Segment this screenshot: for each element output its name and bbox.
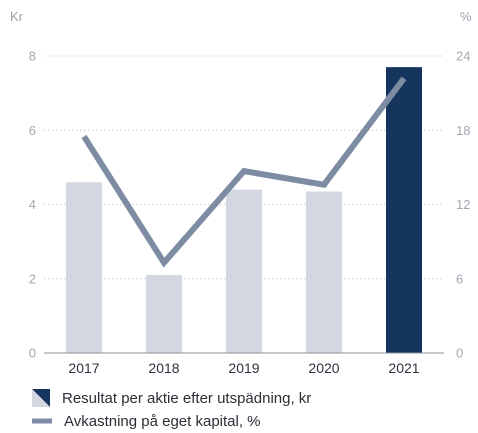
bar [66,182,102,353]
x-tick-label: 2021 [388,360,419,376]
right-axis-unit: % [460,9,472,24]
bar [226,189,262,353]
left-tick-label: 0 [29,346,36,361]
combo-chart: 0 0 2 6 4 12 6 18 8 24 2017 2018 2019 2020 2021 [29,49,471,377]
right-tick-label: 24 [456,49,470,64]
x-tick-label: 2017 [68,360,99,376]
right-tick-label: 18 [456,123,470,138]
bar [146,275,182,353]
bar [306,191,342,353]
x-tick-label: 2018 [148,360,179,376]
legend-line-swatch-icon [32,418,52,424]
right-tick-label: 12 [456,197,470,212]
left-tick-label: 4 [29,197,36,212]
legend-label-bars: Resultat per aktie efter utspädning, kr [62,389,312,407]
legend: Resultat per aktie efter utspädning, kr … [32,388,472,430]
left-tick-label: 8 [29,49,36,64]
left-tick-label: 6 [29,123,36,138]
x-tick-label: 2019 [228,360,259,376]
right-tick-label: 0 [456,346,463,361]
legend-bar-swatch-icon [32,389,50,407]
legend-label-line: Avkastning på eget kapital, % [64,412,261,430]
x-tick-label: 2020 [308,360,339,376]
bar [386,67,422,353]
legend-item-line: Avkastning på eget kapital, % [32,412,261,430]
right-tick-label: 6 [456,271,463,286]
left-tick-label: 2 [29,271,36,286]
left-axis-unit: Kr [10,9,23,24]
legend-item-bars: Resultat per aktie efter utspädning, kr [32,389,311,407]
